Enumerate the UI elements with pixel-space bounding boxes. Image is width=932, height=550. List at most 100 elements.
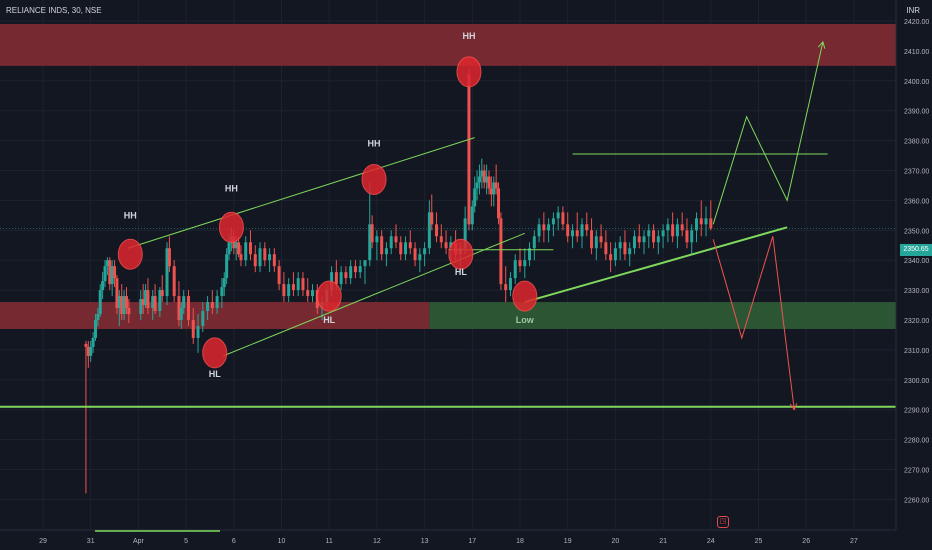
candle xyxy=(117,290,121,326)
candle-body xyxy=(358,266,362,273)
candle-body xyxy=(263,248,267,261)
candle-body xyxy=(671,224,675,237)
candle-body xyxy=(120,296,124,315)
candle-body xyxy=(113,266,117,279)
swing-label: HH xyxy=(124,210,137,220)
price-axis xyxy=(896,0,932,550)
candle-body xyxy=(652,230,656,243)
candle xyxy=(201,302,205,332)
candle-body xyxy=(489,188,493,195)
candle-body xyxy=(334,272,338,285)
swing-marker xyxy=(456,56,482,88)
candle-body xyxy=(547,224,551,231)
candle-body xyxy=(201,311,205,326)
candle-body xyxy=(435,224,439,237)
candle xyxy=(84,340,88,494)
candle xyxy=(671,212,675,243)
candle-body xyxy=(494,182,498,189)
candle-body xyxy=(277,266,281,285)
candle-body xyxy=(499,218,503,285)
candle-body xyxy=(556,212,560,219)
candle xyxy=(277,260,281,291)
candle xyxy=(144,284,148,309)
candle xyxy=(480,158,484,189)
candle-body xyxy=(206,302,210,312)
candle-body xyxy=(141,299,145,306)
price-tick-label: 2400.00 xyxy=(904,79,929,86)
candle-body xyxy=(339,272,343,285)
candle-body xyxy=(470,206,474,225)
price-tick-label: 2310.00 xyxy=(904,348,929,355)
price-tick-label: 2380.00 xyxy=(904,139,929,146)
symbol-header: RELIANCE INDS, 30, NSE xyxy=(6,6,102,15)
candle-body xyxy=(551,218,555,225)
candle xyxy=(694,212,698,243)
time-tick-label: Apr xyxy=(133,538,145,545)
candle-body xyxy=(301,278,305,291)
candle xyxy=(384,242,388,267)
price-tick-label: 2330.00 xyxy=(904,288,929,295)
candle-body xyxy=(475,182,479,189)
candle xyxy=(86,340,90,368)
candle xyxy=(604,230,608,261)
candle-body xyxy=(353,266,357,273)
candle xyxy=(370,215,374,249)
candle-body xyxy=(311,290,315,297)
candle xyxy=(177,281,181,326)
candle xyxy=(172,260,176,303)
candle-body xyxy=(237,242,241,255)
candle xyxy=(139,290,143,320)
candle-body xyxy=(482,170,486,183)
candle-body xyxy=(575,230,579,237)
time-tick-label: 17 xyxy=(468,538,476,545)
candle xyxy=(151,290,155,320)
candle-body xyxy=(124,296,128,309)
candle-body xyxy=(613,248,617,261)
candle xyxy=(475,170,479,201)
candle xyxy=(158,287,162,318)
candle xyxy=(632,230,636,255)
candle-body xyxy=(272,254,276,267)
swing-label: HL xyxy=(323,315,335,325)
candle xyxy=(528,242,532,267)
price-tick-label: 2370.00 xyxy=(904,169,929,176)
candle-body xyxy=(127,308,131,315)
candle xyxy=(613,242,617,267)
bear-arrowhead xyxy=(789,403,798,411)
candle xyxy=(110,260,114,297)
trendline xyxy=(127,137,475,249)
candle-body xyxy=(287,284,291,297)
candle-body xyxy=(467,74,471,225)
resistance-zone xyxy=(0,302,430,329)
candle xyxy=(301,272,305,297)
candle xyxy=(497,182,501,225)
candle xyxy=(165,242,169,306)
candle xyxy=(368,182,372,267)
candle-body xyxy=(661,230,665,237)
candle-body xyxy=(110,266,114,285)
candle xyxy=(518,248,522,273)
candle xyxy=(477,164,481,195)
candle xyxy=(623,230,627,261)
candle-body xyxy=(151,296,155,309)
candle xyxy=(599,224,603,249)
price-tick-label: 2420.00 xyxy=(904,19,929,26)
time-tick-label: 21 xyxy=(659,538,667,545)
candle xyxy=(637,224,641,249)
candle-body xyxy=(368,224,372,261)
candle xyxy=(499,212,503,291)
support-zone xyxy=(429,302,896,329)
candle-body xyxy=(690,230,694,243)
candle-body xyxy=(699,218,703,225)
candle-body xyxy=(225,254,229,279)
candle xyxy=(551,212,555,237)
candle-body xyxy=(153,296,157,312)
candle xyxy=(467,68,471,231)
candle-body xyxy=(492,182,496,195)
candle xyxy=(470,200,474,231)
candle-body xyxy=(709,218,713,229)
candle-body xyxy=(656,236,660,243)
candle xyxy=(196,314,200,353)
candle-body xyxy=(594,236,598,249)
